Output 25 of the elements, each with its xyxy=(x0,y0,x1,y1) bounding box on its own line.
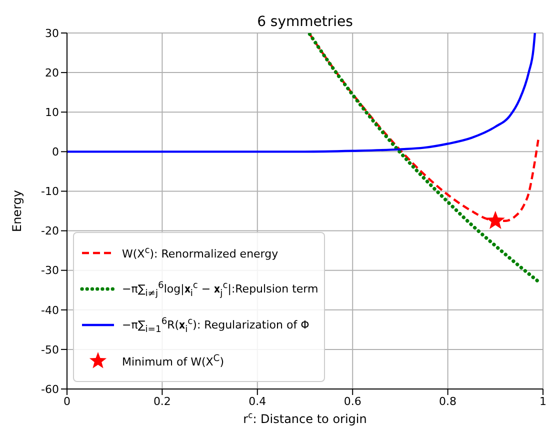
y-axis-title: Energy xyxy=(10,190,24,232)
x-tick-label: 0.4 xyxy=(248,394,266,408)
y-tick-label: 10 xyxy=(45,106,59,120)
legend-label: W(X$^{c}$): Renormalized energy xyxy=(122,245,278,261)
x-tick-label: 0.8 xyxy=(439,394,457,408)
y-tick-label: 0 xyxy=(52,146,59,159)
y-tick-label: -30 xyxy=(41,264,59,278)
legend-label: −π∑$_{i=1}$$^{6}$R(𝐱$_{i}$$^{c}$): Regularization of Φ xyxy=(122,316,310,334)
y-tick-label: -40 xyxy=(41,304,59,317)
line-series xyxy=(308,33,540,284)
line-series xyxy=(67,33,536,153)
x-tick-label: 0.6 xyxy=(344,394,362,408)
y-tick-label: -20 xyxy=(41,224,59,238)
y-tick-label: -50 xyxy=(41,343,59,356)
text: −π∑$_{i≠j}$$^{6}$log|𝐱$_{i}$$^{c}$ − 𝐱$_{j}$$^{c}$|:Repulsion term xyxy=(122,280,318,298)
chart-title: 6 symmetries xyxy=(257,14,353,30)
x-axis-title: r$^{c}$: Distance to origin xyxy=(243,410,367,426)
y-tick-label: -10 xyxy=(41,185,59,198)
x-tick-label: 0.2 xyxy=(153,394,171,408)
y-tick-label: 30 xyxy=(45,26,59,40)
y-tick-label: -60 xyxy=(41,382,59,396)
x-tick-label: 1 xyxy=(540,394,546,408)
y-tick-label: 20 xyxy=(45,66,59,80)
legend-label: Minimum of W(X$^{C}$) xyxy=(122,353,224,369)
x-tick-label: 0 xyxy=(64,394,70,408)
